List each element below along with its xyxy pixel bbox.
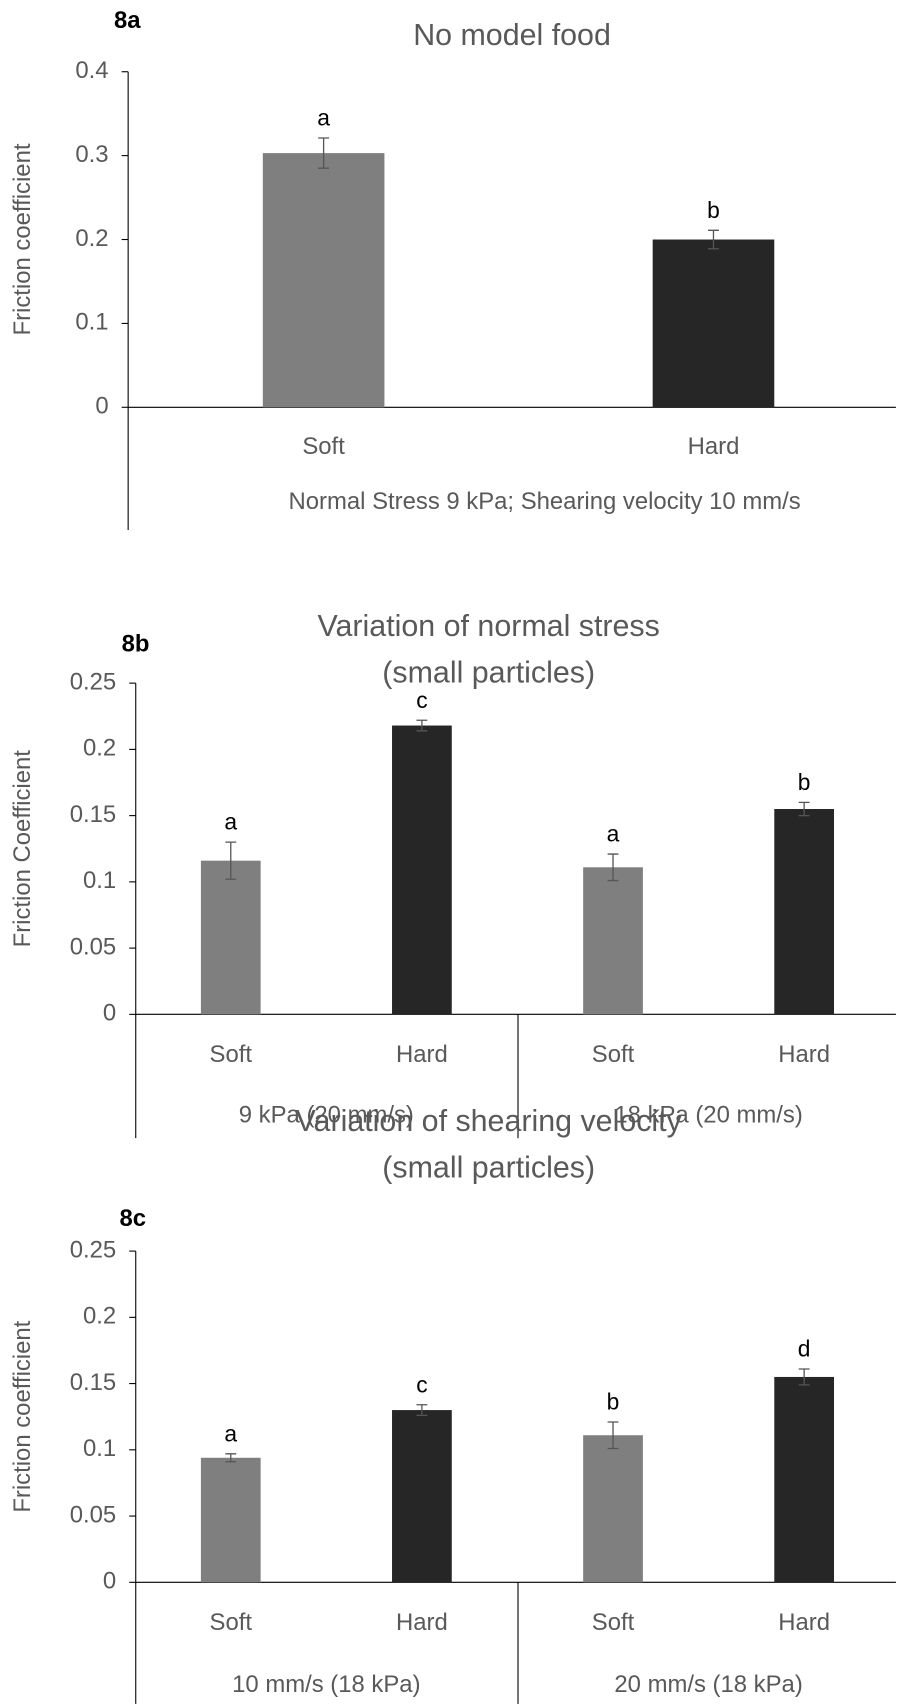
error-bar [416,1404,428,1417]
bar [774,1376,835,1583]
bar [262,153,385,408]
x-tick-label: Soft [592,1609,635,1636]
y-axis-label: Friction coefficient [9,143,36,335]
error-bar [708,229,719,250]
x-tick-label: Hard [396,1041,448,1068]
bar [392,725,452,1015]
significance-letter: c [416,1371,427,1397]
x-tick-label: Hard [396,1609,448,1636]
chart-title: Variation of shearing velocity [296,1104,683,1138]
significance-letter: c [416,687,427,713]
y-tick-label: 0.3 [75,141,108,168]
y-tick-label: 0.05 [70,933,116,960]
significance-letter: b [707,197,720,223]
error-bar [225,1453,237,1463]
chart-title: (small particles) [382,1151,595,1185]
y-tick-label: 0.25 [70,1236,116,1263]
group-label: 18 kPa (20 mm/s) [614,1102,802,1129]
y-tick-label: 0.2 [83,735,116,762]
error-bar [607,1421,619,1450]
error-bar [416,719,428,732]
panel-label: 8c [119,1205,146,1232]
group-label: 20 mm/s (18 kPa) [614,1671,802,1698]
bar [200,1457,261,1583]
x-tick-label: Hard [778,1041,830,1068]
group-label: 10 mm/s (18 kPa) [232,1671,420,1698]
y-axis-label: Friction coefficient [9,1320,36,1512]
significance-letter: d [798,1336,811,1362]
y-tick-label: 0.2 [83,1303,116,1330]
panel-label: 8b [122,630,150,657]
significance-letter: a [607,821,620,847]
y-axis-label: Friction Coefficient [9,750,36,948]
significance-letter: a [317,105,330,131]
bar [583,867,643,1015]
bar [200,860,261,1015]
bar [652,239,775,408]
error-bar [318,137,330,169]
y-tick-label: 0.1 [75,309,108,336]
chart-title: Variation of normal stress [318,609,660,643]
significance-letter: a [224,1420,237,1446]
significance-letter: a [224,809,237,835]
x-tick-label: Soft [210,1041,253,1068]
x-axis-label: Normal Stress 9 kPa; Shearing velocity 1… [289,488,801,515]
x-tick-label: Hard [688,433,740,460]
error-bar [607,853,619,882]
bar [392,1410,452,1583]
x-tick-label: Hard [778,1609,830,1636]
y-tick-label: 0.2 [75,225,108,252]
x-tick-label: Soft [302,433,345,460]
y-tick-label: 0 [103,1000,116,1027]
y-tick-label: 0.1 [83,1435,116,1462]
x-tick-label: Soft [592,1041,635,1068]
chart-title: No model food [413,18,611,52]
panel-label: 8a [114,7,141,34]
significance-letter: b [798,769,811,795]
significance-letter: b [607,1389,620,1415]
y-tick-label: 0.05 [70,1501,116,1528]
group-label: 9 kPa (20 mm/s) [239,1102,414,1129]
error-bar [225,841,237,880]
y-tick-label: 0 [103,1568,116,1595]
y-tick-label: 0.25 [70,668,116,695]
y-tick-label: 0 [95,393,108,420]
chart-title: (small particles) [382,655,595,689]
error-bar [798,801,810,817]
y-tick-label: 0.15 [70,801,116,828]
y-tick-label: 0.15 [70,1369,116,1396]
y-tick-label: 0.1 [83,867,116,894]
x-tick-label: Soft [210,1609,253,1636]
error-bar [798,1368,810,1386]
bar [774,808,835,1015]
y-tick-label: 0.4 [75,57,108,84]
bar [583,1435,643,1583]
